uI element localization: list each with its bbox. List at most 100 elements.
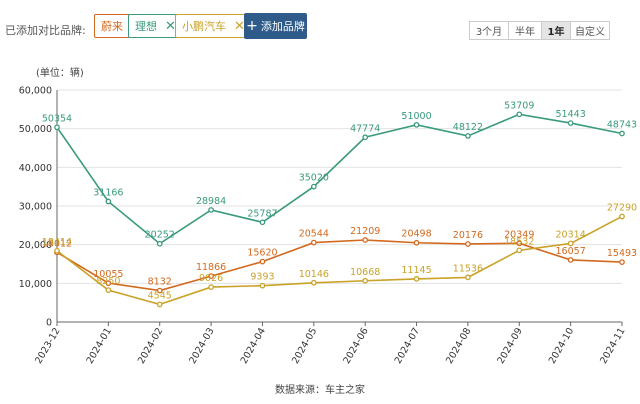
- data-label: 9026: [199, 273, 223, 284]
- x-tick-label: 2024-04: [239, 326, 268, 366]
- data-point: [105, 280, 112, 286]
- series-line-3: [56, 215, 623, 306]
- data-label: 48122: [453, 122, 483, 133]
- data-point: [156, 240, 163, 247]
- x-tick-label: 2024-01: [85, 326, 114, 366]
- data-label: 35020: [299, 173, 329, 184]
- data-label: 31166: [93, 187, 123, 198]
- data-point: [465, 274, 471, 281]
- data-label: 18414: [42, 237, 72, 248]
- data-point: [619, 259, 625, 265]
- data-point: [54, 247, 60, 254]
- tab-half-year[interactable]: 半年: [508, 21, 542, 40]
- data-label: 16057: [556, 246, 586, 257]
- data-point: [567, 120, 574, 126]
- data-label: 48743: [607, 120, 637, 131]
- data-point: [465, 133, 471, 139]
- data-point: [362, 237, 369, 243]
- data-label: 28984: [196, 196, 226, 207]
- tab-custom[interactable]: 自定义: [570, 21, 610, 40]
- data-point: [310, 239, 317, 246]
- data-point: [259, 258, 266, 265]
- data-label: 18532: [504, 236, 534, 247]
- data-point: [208, 273, 214, 279]
- tab-label: 1年: [547, 27, 565, 38]
- sales-line-chart: (单位：辆) 0 10,000 20,000 30,000 40,000 50,000 60…: [19, 66, 637, 366]
- x-tick-label: 2024-10: [547, 326, 576, 366]
- brand-chip-xpeng[interactable]: 小鹏汽车 ✕: [175, 14, 252, 38]
- data-point: [516, 240, 523, 247]
- data-point: [413, 276, 420, 282]
- tab-1-year[interactable]: 1年: [541, 21, 571, 40]
- data-label: 20349: [504, 229, 534, 240]
- brand-compare-label: 已添加对比品牌:: [5, 24, 86, 37]
- x-tick-label: 2024-09: [495, 326, 524, 366]
- brand-chip-lixiang[interactable]: 理想 ✕: [128, 14, 183, 38]
- data-point: [413, 239, 420, 246]
- x-tick-label: 2024-05: [290, 326, 319, 366]
- data-label: 4545: [148, 290, 172, 301]
- y-tick-label: 30,000: [19, 202, 52, 213]
- add-brand-label: 添加品牌: [260, 20, 305, 33]
- x-tick-label: 2024-06: [341, 326, 370, 366]
- data-label: 11145: [401, 265, 431, 276]
- data-label: 27290: [607, 202, 637, 213]
- data-point: [413, 121, 420, 128]
- data-point: [259, 219, 266, 226]
- y-tick-label: 40,000: [19, 163, 52, 174]
- x-tick-label: 2024-08: [444, 326, 473, 366]
- data-label: 15493: [607, 248, 637, 259]
- data-label: 50354: [42, 113, 72, 124]
- data-label: 10146: [299, 269, 329, 280]
- data-point: [567, 240, 574, 247]
- toolbar: 已添加对比品牌: 蔚来 理想 ✕ 小鹏汽车 ✕ + 添加品牌 3个月 半年 1年…: [0, 0, 640, 50]
- data-label: 51000: [401, 111, 431, 122]
- data-point: [156, 301, 163, 308]
- add-brand-button[interactable]: + 添加品牌: [244, 13, 307, 39]
- data-label: 20176: [453, 230, 483, 241]
- tab-label: 3个月: [475, 27, 503, 38]
- data-label: 51443: [556, 109, 586, 120]
- plus-icon: +: [246, 18, 258, 34]
- close-icon[interactable]: ✕: [165, 18, 176, 34]
- data-point: [516, 247, 523, 254]
- close-icon[interactable]: ✕: [234, 18, 245, 34]
- data-point: [54, 124, 60, 131]
- y-tick-label: 20,000: [19, 240, 52, 251]
- data-label: 20544: [299, 229, 329, 240]
- data-point: [259, 282, 266, 289]
- tab-label: 半年: [515, 27, 535, 38]
- x-tick-label: 2023-12: [33, 326, 62, 366]
- brand-chip-label: 蔚来: [101, 20, 123, 33]
- data-label: 10668: [350, 267, 380, 278]
- data-label: 20252: [145, 230, 175, 241]
- data-point: [465, 241, 471, 247]
- y-tick-label: 0: [46, 318, 52, 329]
- brand-chip-label: 小鹏汽车: [182, 20, 226, 33]
- series-line-2: [56, 239, 623, 292]
- time-range-tabs: 3个月 半年 1年 自定义: [469, 21, 610, 40]
- data-point: [208, 207, 214, 213]
- brand-chip-label: 理想: [135, 20, 157, 33]
- data-label: 11866: [196, 262, 226, 273]
- brand-chip-nio[interactable]: 蔚来: [94, 14, 130, 38]
- y-tick-label: 50,000: [19, 124, 52, 135]
- y-tick-label: 10,000: [19, 279, 52, 290]
- data-point: [310, 183, 317, 190]
- y-tick-label: 60,000: [19, 86, 52, 97]
- x-tick-label: 2024-03: [187, 326, 216, 366]
- data-point: [619, 213, 625, 220]
- data-source: 数据来源：车主之家: [275, 385, 365, 396]
- data-point: [567, 257, 574, 263]
- data-point: [516, 111, 523, 118]
- data-point: [105, 287, 112, 293]
- x-tick-label: 2024-11: [598, 326, 627, 366]
- x-tick-label: 2024-07: [393, 326, 422, 366]
- series-line-1: [56, 113, 623, 245]
- data-label: 15620: [247, 248, 277, 259]
- data-label: 9393: [250, 272, 274, 283]
- tab-label: 自定义: [575, 27, 605, 38]
- data-point: [208, 284, 214, 290]
- tab-3-months[interactable]: 3个月: [469, 21, 509, 40]
- data-label: 25787: [247, 208, 277, 219]
